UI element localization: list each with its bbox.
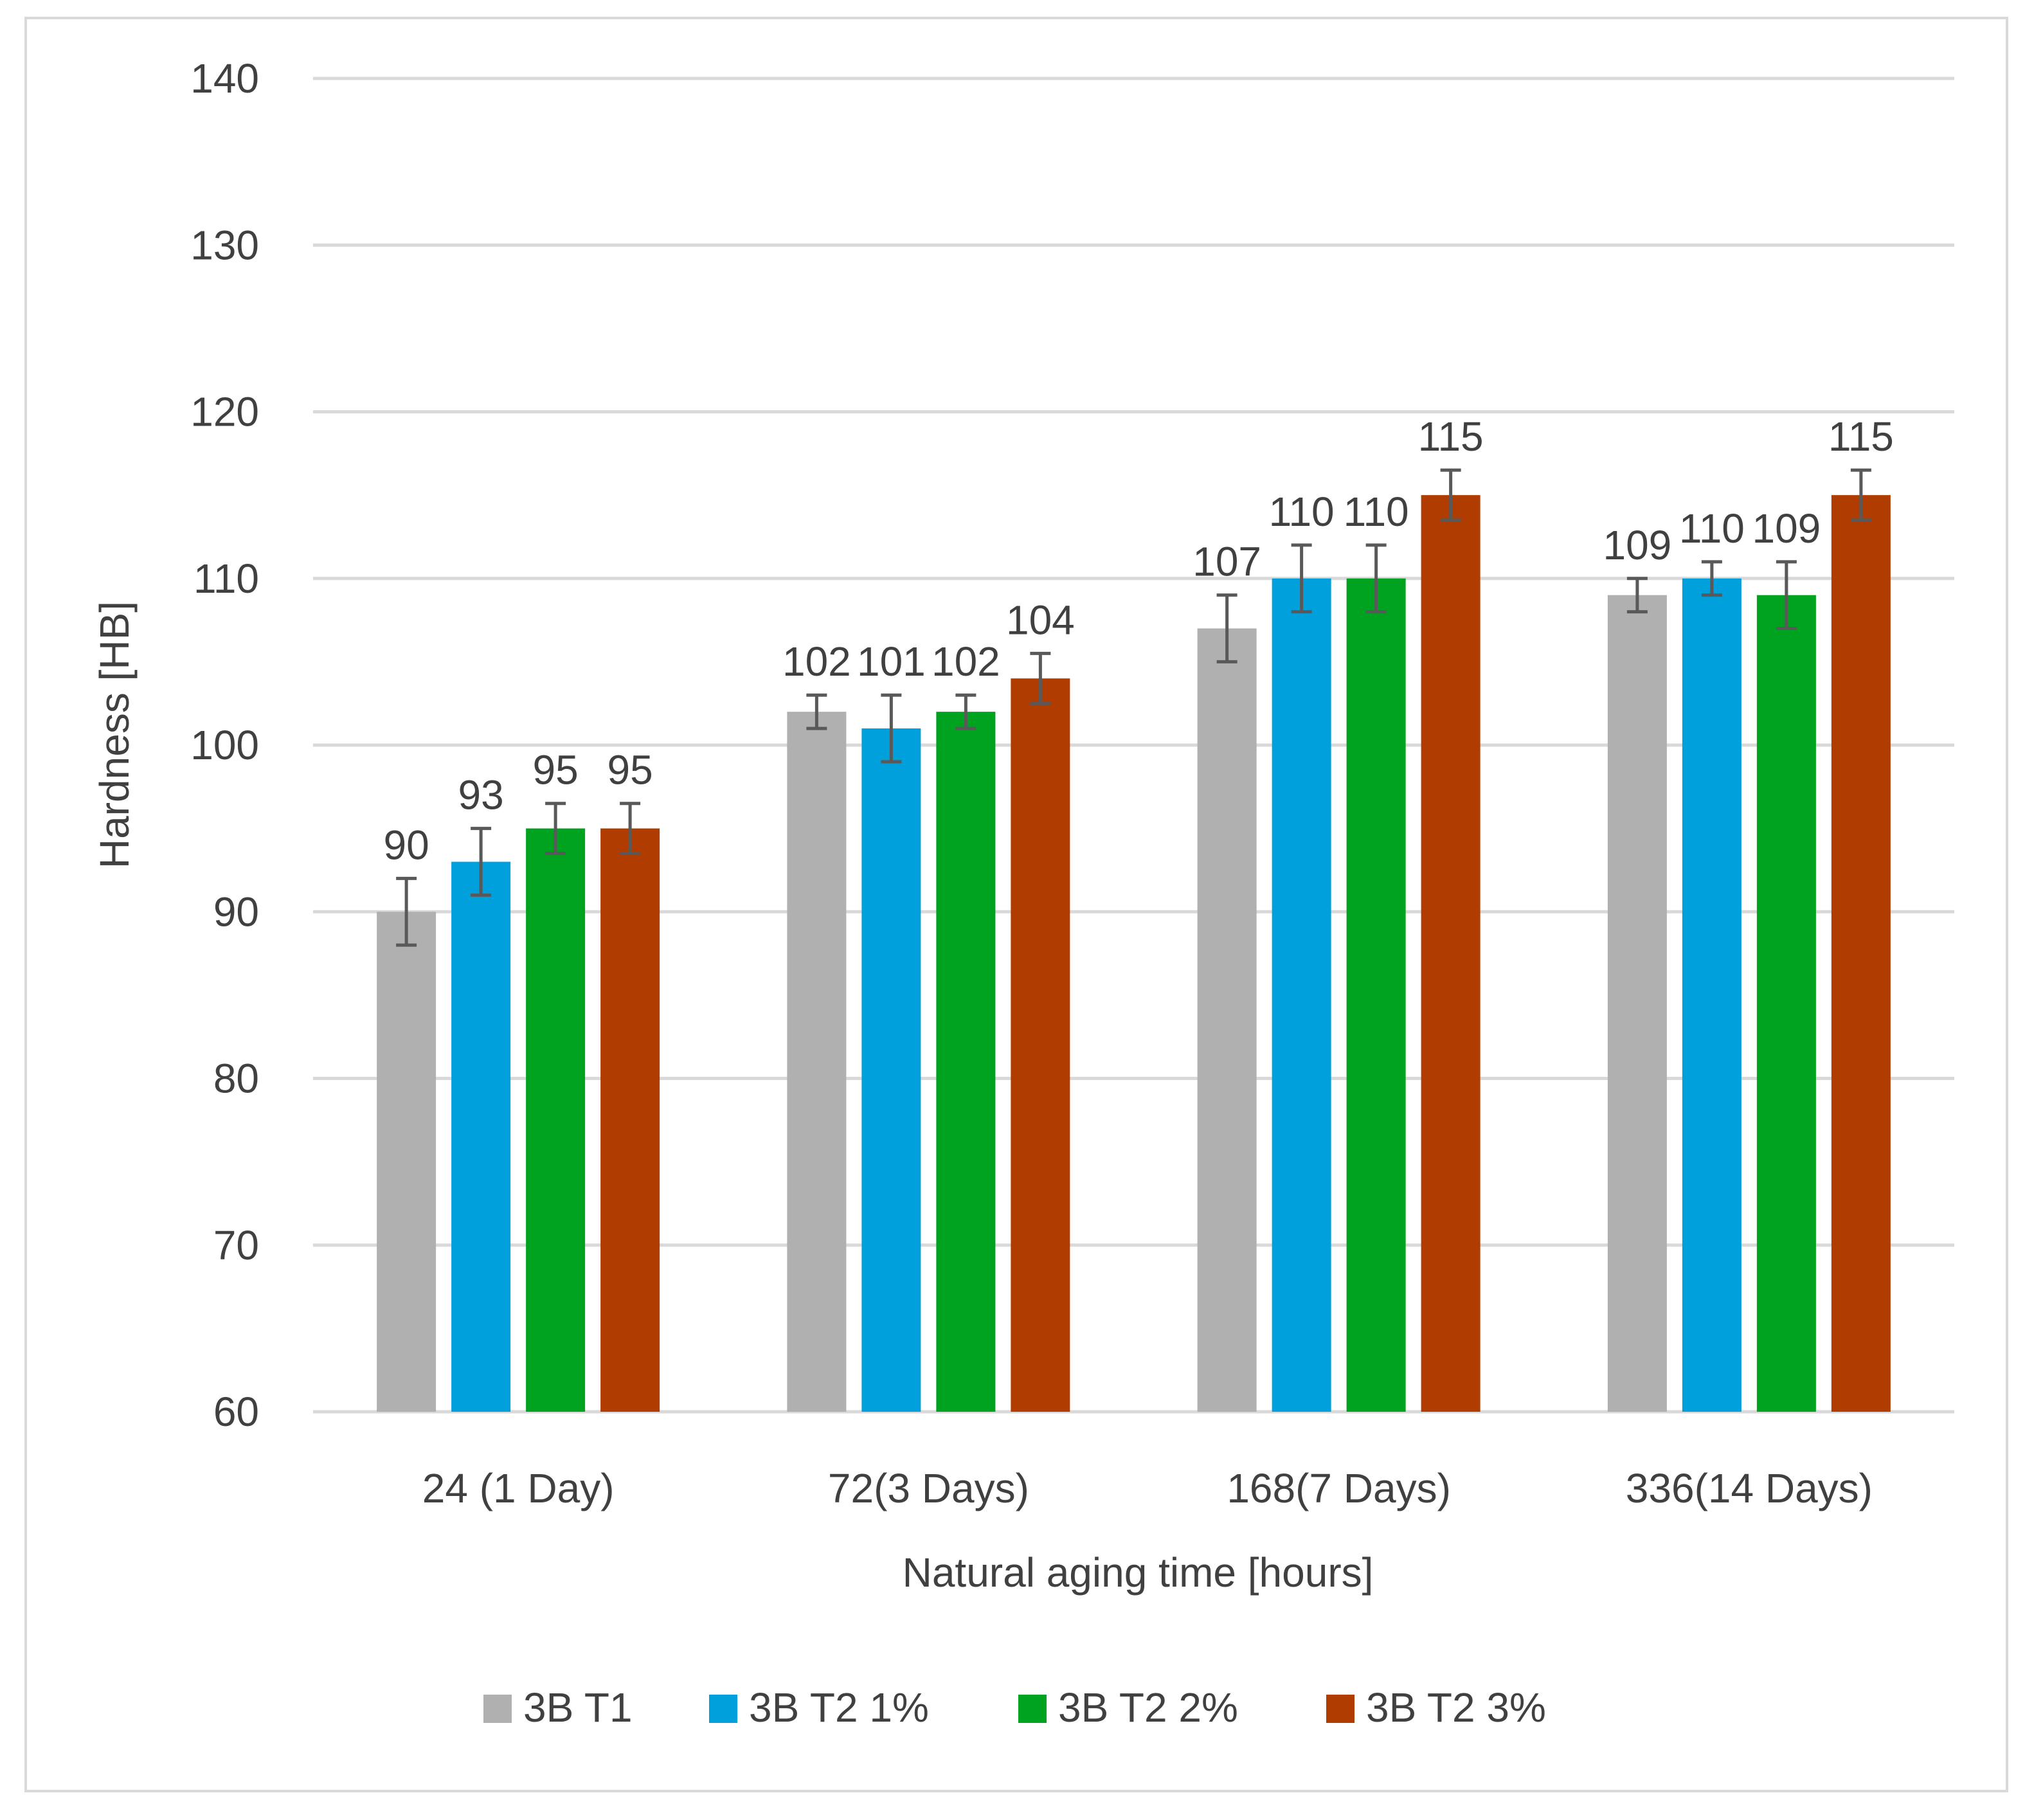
- error-bars: [396, 468, 1871, 947]
- error-bar-s2-c0: [545, 802, 566, 856]
- error-bar-s0-c3: [1626, 577, 1648, 614]
- legend-item-3: 3B T2 3%: [1326, 1684, 1546, 1731]
- y-axis-ticks: 60 70 80 90 100 110 120 130 140: [190, 55, 259, 1435]
- legend-label-0: 3B T1: [523, 1684, 633, 1731]
- bar-s0-c1: [787, 712, 847, 1412]
- error-bar-s1-c2: [1291, 543, 1312, 614]
- bar-s3-c1: [1011, 678, 1070, 1412]
- y-tick-label-80: 80: [213, 1056, 259, 1102]
- data-label-s1-c1: 101: [857, 638, 926, 685]
- error-bar-s1-c1: [881, 693, 902, 764]
- error-bar-s1-c0: [471, 827, 492, 897]
- data-label-s0-c1: 102: [782, 638, 851, 685]
- error-bar-s3-c1: [1030, 651, 1051, 705]
- bar-s0-c2: [1197, 628, 1257, 1412]
- error-bar-s1-c3: [1701, 560, 1722, 597]
- y-axis-label: Hardness [HB]: [91, 601, 138, 869]
- bar-s2-c0: [526, 828, 586, 1412]
- bar-s2-c3: [1756, 595, 1816, 1412]
- legend-swatch-0: [483, 1695, 512, 1723]
- bar-s0-c3: [1607, 595, 1667, 1412]
- error-bar-s2-c3: [1776, 560, 1797, 631]
- legend-swatch-2: [1018, 1695, 1047, 1723]
- data-label-s2-c2: 110: [1344, 489, 1409, 535]
- data-label-s0-c2: 107: [1192, 539, 1261, 585]
- data-label-s1-c0: 93: [458, 772, 504, 818]
- x-tick-label-3: 336(14 Days): [1626, 1465, 1873, 1511]
- legend-swatch-3: [1326, 1695, 1354, 1723]
- bar-s3-c0: [600, 828, 660, 1412]
- error-bar-s2-c1: [955, 693, 977, 730]
- data-label-s3-c2: 115: [1418, 413, 1484, 460]
- data-label-s3-c3: 115: [1828, 413, 1894, 460]
- bar-s1-c2: [1272, 578, 1331, 1412]
- y-tick-label-110: 110: [194, 555, 259, 602]
- y-tick-label-100: 100: [190, 722, 259, 768]
- y-tick-label-60: 60: [213, 1389, 259, 1435]
- legend-swatch-1: [709, 1695, 737, 1723]
- gridlines: [313, 77, 1954, 1414]
- data-label-s2-c1: 102: [932, 638, 1000, 685]
- y-tick-label-140: 140: [190, 55, 259, 102]
- data-label-s1-c2: 110: [1269, 489, 1335, 535]
- x-axis-label: Natural aging time [hours]: [903, 1549, 1374, 1596]
- legend: 3B T1 3B T2 1% 3B T2 2% 3B T2 3%: [483, 1684, 1546, 1731]
- legend-item-1: 3B T2 1%: [709, 1684, 929, 1731]
- legend-item-2: 3B T2 2%: [1018, 1684, 1238, 1731]
- data-label-s3-c0: 95: [608, 747, 653, 793]
- error-bar-s2-c2: [1365, 543, 1387, 614]
- data-label-s2-c0: 95: [533, 747, 579, 793]
- bar-s1-c3: [1682, 578, 1742, 1412]
- bar-s0-c0: [377, 912, 437, 1412]
- legend-label-1: 3B T2 1%: [749, 1684, 929, 1731]
- x-tick-label-2: 168(7 Days): [1227, 1465, 1451, 1511]
- error-bar-s3-c2: [1440, 468, 1461, 522]
- data-label-s0-c0: 90: [384, 822, 429, 868]
- bar-s2-c2: [1346, 578, 1406, 1412]
- bar-s3-c2: [1421, 495, 1480, 1412]
- x-tick-label-0: 24 (1 Day): [422, 1465, 615, 1511]
- y-tick-label-90: 90: [213, 888, 259, 935]
- error-bar-s0-c2: [1216, 593, 1238, 663]
- data-label-s2-c3: 109: [1752, 505, 1821, 552]
- data-label-s1-c3: 110: [1679, 505, 1745, 552]
- bar-s1-c1: [861, 728, 921, 1412]
- x-tick-label-1: 72(3 Days): [828, 1465, 1029, 1511]
- legend-label-2: 3B T2 2%: [1058, 1684, 1238, 1731]
- data-label-s0-c3: 109: [1603, 522, 1671, 568]
- error-bar-s3-c3: [1850, 468, 1871, 522]
- data-label-s3-c1: 104: [1006, 597, 1075, 643]
- error-bar-s3-c0: [620, 802, 641, 856]
- y-tick-label-70: 70: [213, 1222, 259, 1268]
- error-bar-s0-c0: [396, 876, 417, 947]
- error-bar-s0-c1: [806, 693, 827, 730]
- legend-item-0: 3B T1: [483, 1684, 633, 1731]
- x-axis-ticks: 24 (1 Day) 72(3 Days) 168(7 Days) 336(14 Da…: [422, 1465, 1873, 1511]
- bar-s3-c3: [1831, 495, 1891, 1412]
- legend-label-3: 3B T2 3%: [1366, 1684, 1546, 1731]
- bar-s2-c1: [936, 712, 996, 1412]
- bars: [377, 495, 1891, 1412]
- y-tick-label-130: 130: [190, 222, 259, 268]
- y-tick-label-120: 120: [190, 389, 259, 435]
- bar-s1-c0: [451, 861, 511, 1412]
